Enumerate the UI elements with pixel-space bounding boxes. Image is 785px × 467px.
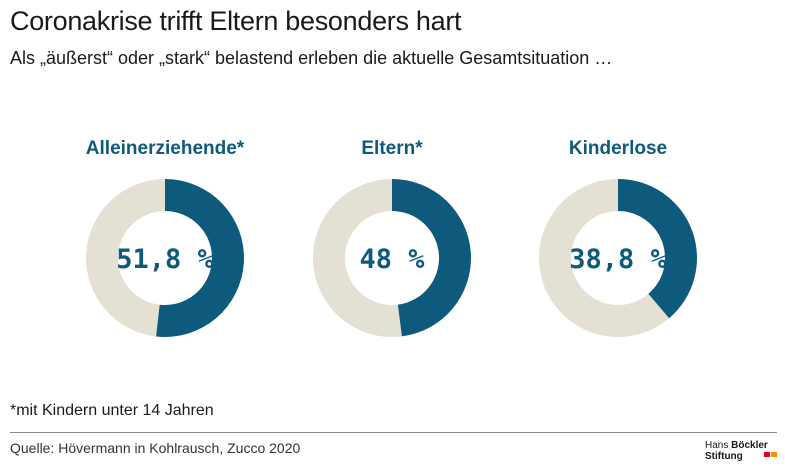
logo-text-stiftung: Stiftung [705,451,743,462]
logo-text-hans: Hans [705,440,729,451]
donut-panel-kinderlose: Kinderlose 38,8 % [503,138,733,348]
donut-slice-remainder [85,179,165,337]
donut-slice-remainder [539,179,670,337]
donut-label: Alleinerziehende* [85,138,245,159]
donut-slice-value [392,179,472,337]
logo-bar-orange [771,452,777,457]
donut-chart: 38,8 % [539,179,697,337]
chart-subtitle: Als „äußerst“ oder „stark“ belastend erl… [10,48,613,68]
donut-chart: 51,8 % [85,179,244,337]
donut-label: Kinderlose [568,138,668,159]
donut-panel-alleinerziehende: Alleinerziehende* 51,8 % [50,138,280,348]
logo-bar-red [764,452,770,457]
chart-title: Coronakrise trifft Eltern besonders hart [10,6,462,36]
donut-value-label: 51,8 % [116,244,214,275]
donut-chart: 48 % [313,179,472,337]
donut-panel-eltern: Eltern* 48 % [277,138,507,348]
source-note: Quelle: Hövermann in Kohlrausch, Zucco 2… [10,440,301,456]
donut-slice-value [156,179,244,337]
divider [10,432,777,433]
donut-slice-value [618,179,697,319]
donut-label: Eltern* [361,138,423,159]
logo-text-boeckler: Böckler [731,440,768,451]
donut-value-label: 38,8 % [569,244,667,275]
logo-bars [763,449,777,460]
hans-boeckler-stiftung-logo: Hans Böckler Stiftung [705,440,777,462]
donut-value-label: 48 % [359,244,425,275]
donut-slice-remainder [313,179,402,337]
footnote: *mit Kindern unter 14 Jahren [10,402,214,419]
